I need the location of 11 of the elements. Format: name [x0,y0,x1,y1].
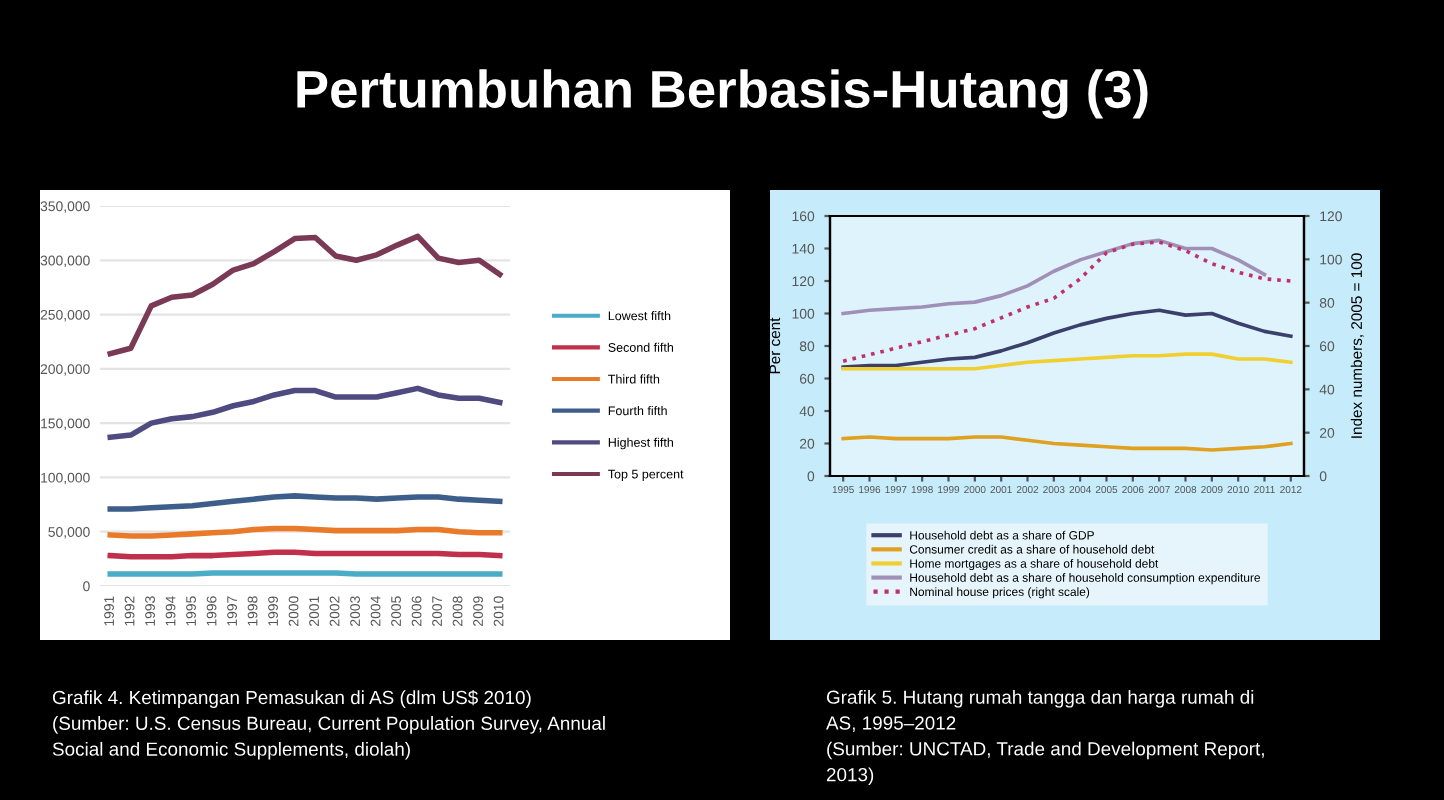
line-series [107,385,503,441]
line-series [841,238,1267,316]
text: Grafik 4. Ketimpangan Pemasukan di AS (dlm US$ 2010) (Sumber: U.S. Census Bureau, Current Population Survey, Annual Social and Economic Supplements, diolah) [52,690,605,760]
line-series [107,493,503,512]
line-series [107,233,503,357]
text: Grafik 5. Hutang rumah tangga dan harga rumah di AS, 1995–2012 (Sumber: UNCTAD, Trade and Development Report, 2013) [826,690,1264,786]
line-series [841,308,1293,369]
line-series [841,352,1293,371]
line-series [841,435,1293,452]
line-series [841,240,1293,363]
text: Pertumbuhan Berbasis-Hutang (3) [297,69,1148,119]
